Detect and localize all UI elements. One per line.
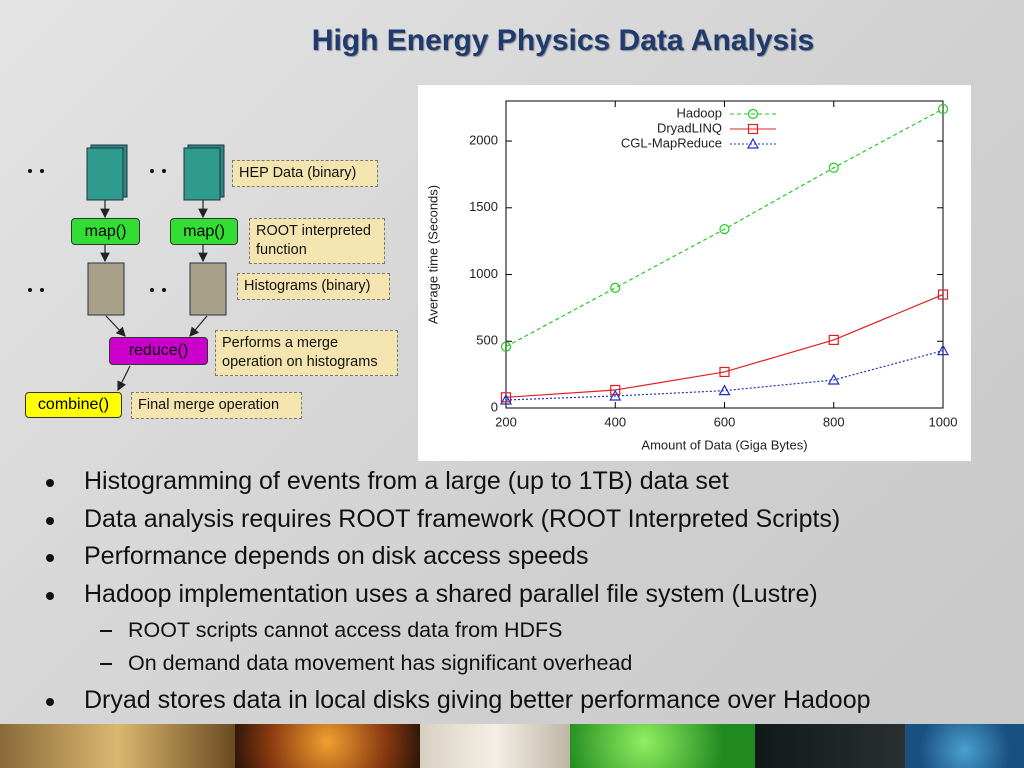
legend-label: CGL-MapReduce <box>621 135 722 150</box>
bullet-text: ROOT scripts cannot access data from HDF… <box>128 618 563 642</box>
point <box>719 366 730 378</box>
y-tick-label: 0 <box>491 399 498 414</box>
note: Performs a merge operation on histograms <box>215 330 398 376</box>
image-strip <box>0 724 1024 768</box>
y-tick-label: 500 <box>476 333 498 348</box>
combine-node: combine() <box>25 392 122 418</box>
point <box>719 224 730 235</box>
y-axis-label: Average time (Seconds) <box>425 185 440 324</box>
series-line <box>505 293 944 398</box>
legend-label: DryadLINQ <box>657 120 722 135</box>
bullet-text: Dryad stores data in local disks giving … <box>84 686 871 714</box>
x-tick-label: 1000 <box>929 414 958 429</box>
data-icons <box>86 144 227 316</box>
point <box>937 289 949 300</box>
point <box>937 103 949 115</box>
bullet-text: Data analysis requires ROOT framework (R… <box>84 505 841 533</box>
point <box>828 334 839 346</box>
y-tick-label: 2000 <box>469 132 498 147</box>
y-tick-label: 1500 <box>469 199 498 214</box>
y-tick-label: 1000 <box>469 266 498 281</box>
arrows <box>100 200 208 392</box>
bullet-marker <box>46 479 54 487</box>
map-node: map() <box>71 218 140 245</box>
x-axis-label: Amount of Data (Giga Bytes) <box>641 437 807 452</box>
point <box>609 389 622 401</box>
point <box>499 393 513 405</box>
legend-marker <box>747 108 759 120</box>
plot-frame <box>505 100 944 409</box>
point <box>500 341 512 352</box>
x-tick-label: 400 <box>604 414 626 429</box>
bullet-text: Performance depends on disk access speed… <box>84 542 589 570</box>
bullet-text: Histogramming of events from a large (up… <box>84 467 729 495</box>
bullet-marker <box>46 592 54 600</box>
point <box>610 384 621 396</box>
bullet-text: Hadoop implementation uses a shared para… <box>84 580 818 608</box>
bullet-marker <box>46 698 54 706</box>
note: Histograms (binary) <box>237 273 390 300</box>
bullet-marker <box>100 663 112 665</box>
point <box>828 162 839 173</box>
bullet-text: On demand data movement has significant … <box>128 651 633 675</box>
point <box>936 344 950 356</box>
reduce-node: reduce() <box>109 337 208 365</box>
map-node: map() <box>170 218 238 245</box>
note: HEP Data (binary) <box>232 160 378 187</box>
point <box>718 384 731 396</box>
legend-label: Hadoop <box>676 105 722 120</box>
diagram-art <box>28 144 227 392</box>
legend-marker <box>747 123 759 135</box>
x-tick-label: 800 <box>823 414 845 429</box>
bullet-marker <box>100 630 112 632</box>
x-tick-label: 600 <box>714 414 736 429</box>
point <box>827 373 840 385</box>
series-line <box>505 108 944 348</box>
legend-marker <box>746 137 760 149</box>
point <box>500 392 512 403</box>
slide-title: High Energy Physics Data Analysis <box>311 24 815 57</box>
dots <box>28 169 166 292</box>
note: Final merge operation <box>131 392 302 419</box>
series-line <box>505 350 944 401</box>
x-tick-label: 200 <box>495 414 517 429</box>
point <box>610 282 621 293</box>
bullet-marker <box>46 517 54 525</box>
chart: 0 500 1000 1500 2000 200 400 600 800 1000 Amount o… <box>425 100 958 452</box>
chart-panel: 0 500 1000 1500 2000 200 400 600 800 1000 Amount o… <box>418 85 971 461</box>
bullet-marker <box>46 554 54 562</box>
note: ROOT interpreted function <box>249 218 385 264</box>
